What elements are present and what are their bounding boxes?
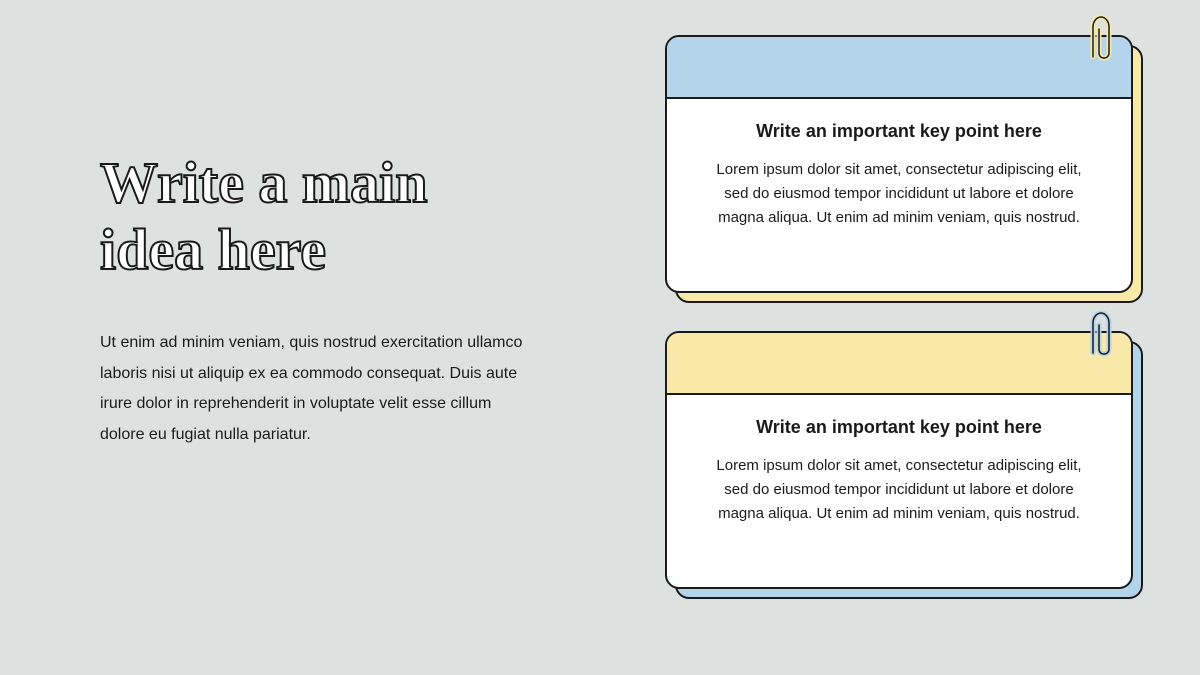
card-body: Lorem ipsum dolor sit amet, consectetur … <box>709 158 1089 230</box>
main-body: Ut enim ad minim veniam, quis nostrud ex… <box>100 328 540 450</box>
paperclip-icon <box>1085 309 1115 365</box>
card-title: Write an important key point here <box>709 121 1089 142</box>
left-section: Write a main idea here Ut enim ad minim … <box>100 150 540 450</box>
card-1: Write an important key point here Lorem … <box>665 35 1133 293</box>
card-header <box>667 37 1131 99</box>
card-content: Write an important key point here Lorem … <box>667 395 1131 548</box>
card-2: Write an important key point here Lorem … <box>665 331 1133 589</box>
card-content: Write an important key point here Lorem … <box>667 99 1131 252</box>
paperclip-icon <box>1085 13 1115 69</box>
cards-section: Write an important key point here Lorem … <box>665 35 1145 627</box>
card-header <box>667 333 1131 395</box>
card-title: Write an important key point here <box>709 417 1089 438</box>
card-body: Lorem ipsum dolor sit amet, consectetur … <box>709 454 1089 526</box>
card-wrapper-1: Write an important key point here Lorem … <box>665 35 1145 293</box>
card-wrapper-2: Write an important key point here Lorem … <box>665 331 1145 589</box>
main-title: Write a main idea here <box>100 150 540 283</box>
